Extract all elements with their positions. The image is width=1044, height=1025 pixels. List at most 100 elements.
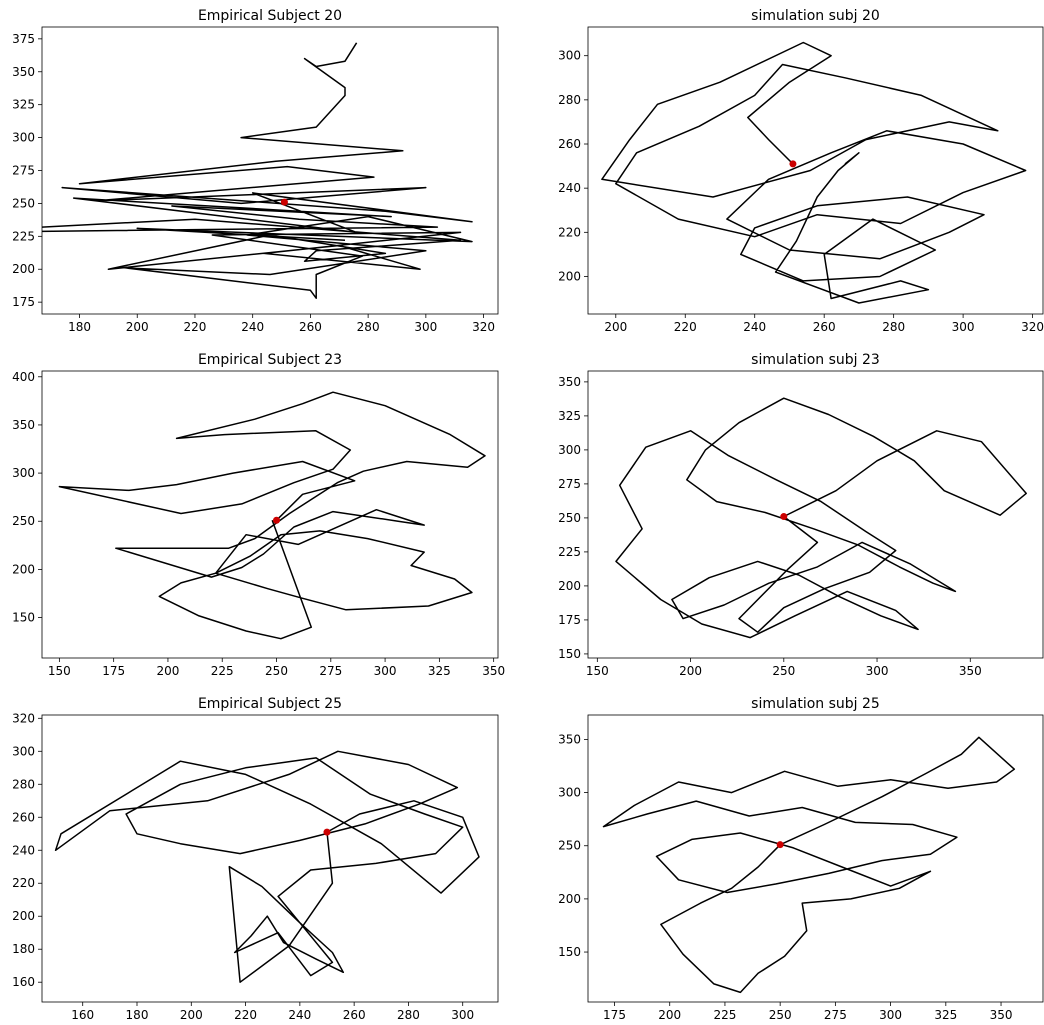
x-tick-label: 350: [959, 664, 982, 678]
x-tick-label: 350: [990, 1008, 1013, 1022]
y-tick-label: 300: [558, 49, 581, 63]
x-tick-label: 200: [604, 320, 627, 334]
x-tick-label: 275: [319, 664, 342, 678]
y-tick-label: 250: [558, 511, 581, 525]
x-tick-label: 180: [68, 320, 91, 334]
y-tick-label: 180: [12, 942, 35, 956]
start-point-marker: [280, 198, 288, 206]
x-tick-label: 300: [866, 664, 889, 678]
axes-frame: [587, 370, 1044, 659]
start-point-marker: [323, 828, 331, 836]
y-tick-label: 200: [558, 579, 581, 593]
x-tick-label: 300: [414, 320, 437, 334]
x-tick-label: 180: [126, 1008, 149, 1022]
x-tick-label: 300: [374, 664, 397, 678]
x-tick-label: 200: [180, 1008, 203, 1022]
y-tick-label: 275: [558, 477, 581, 491]
y-tick-label: 325: [12, 98, 35, 112]
subplot-2: 200 220 240 260 280 300 320 200 220 240 260 280 300 s…: [558, 8, 1044, 334]
axes-frame: [41, 714, 499, 1003]
y-tick-label: 300: [12, 466, 35, 480]
axes-frame: [587, 26, 1044, 315]
y-tick-label: 375: [12, 32, 35, 46]
subplot-title: Empirical Subject 25: [198, 696, 342, 712]
start-point-marker: [776, 841, 784, 849]
x-tick-label: 225: [211, 664, 234, 678]
trajectory-line-1: [615, 397, 1027, 639]
x-tick-label: 300: [451, 1008, 474, 1022]
x-tick-label: 250: [265, 664, 288, 678]
subplot-5: 160 180 200 220 240 260 280 300 160 180 200 220 240 2…: [12, 696, 499, 1022]
y-tick-label: 350: [558, 375, 581, 389]
trajectory-line-1: [58, 391, 486, 640]
y-tick-label: 200: [558, 892, 581, 906]
x-tick-label: 225: [713, 1008, 736, 1022]
y-tick-label: 250: [558, 839, 581, 853]
subplot-title: simulation subj 20: [751, 8, 880, 24]
y-tick-label: 275: [12, 164, 35, 178]
y-tick-label: 200: [12, 562, 35, 576]
trajectory-line-1: [42, 42, 473, 299]
y-tick-label: 260: [12, 810, 35, 824]
y-tick-label: 300: [558, 443, 581, 457]
subplot-title: Empirical Subject 20: [198, 8, 342, 24]
x-tick-label: 240: [288, 1008, 311, 1022]
x-tick-label: 260: [299, 320, 322, 334]
x-tick-label: 325: [934, 1008, 957, 1022]
y-tick-label: 225: [558, 545, 581, 559]
y-tick-label: 300: [558, 786, 581, 800]
x-tick-label: 220: [234, 1008, 257, 1022]
y-tick-label: 250: [12, 514, 35, 528]
x-tick-label: 320: [472, 320, 495, 334]
trajectory-line-1: [602, 736, 1016, 994]
subplot-4: 150 200 250 300 350 150 175 200 225 250 275 300 325 3…: [558, 352, 1044, 678]
y-tick-label: 175: [12, 295, 35, 309]
y-tick-label: 150: [558, 647, 581, 661]
y-tick-label: 260: [558, 137, 581, 151]
x-tick-label: 240: [241, 320, 264, 334]
x-tick-label: 250: [772, 664, 795, 678]
x-tick-label: 320: [1021, 320, 1044, 334]
y-tick-label: 250: [12, 196, 35, 210]
y-tick-label: 220: [12, 876, 35, 890]
x-tick-label: 220: [674, 320, 697, 334]
y-tick-label: 150: [12, 611, 35, 625]
x-tick-label: 220: [184, 320, 207, 334]
y-tick-label: 200: [12, 262, 35, 276]
x-tick-label: 300: [879, 1008, 902, 1022]
x-tick-label: 280: [357, 320, 380, 334]
subplot-3: 150 175 200 225 250 275 300 325 350 150 200 250 300 3…: [12, 352, 505, 678]
x-tick-label: 200: [126, 320, 149, 334]
y-tick-label: 320: [12, 711, 35, 725]
subplot-title: simulation subj 23: [751, 352, 880, 368]
y-tick-label: 220: [558, 225, 581, 239]
x-tick-label: 160: [71, 1008, 94, 1022]
y-tick-label: 300: [12, 744, 35, 758]
y-tick-label: 350: [558, 732, 581, 746]
x-tick-label: 260: [343, 1008, 366, 1022]
x-tick-label: 250: [769, 1008, 792, 1022]
x-tick-label: 350: [482, 664, 505, 678]
axes-frame: [587, 714, 1044, 1003]
trajectory-line-1: [54, 750, 480, 983]
y-tick-label: 200: [12, 909, 35, 923]
y-tick-label: 300: [12, 131, 35, 145]
y-tick-label: 225: [12, 229, 35, 243]
x-tick-label: 200: [658, 1008, 681, 1022]
y-tick-label: 280: [558, 93, 581, 107]
x-tick-label: 175: [603, 1008, 626, 1022]
subplot-title: Empirical Subject 23: [198, 352, 342, 368]
x-tick-label: 200: [679, 664, 702, 678]
start-point-marker: [780, 513, 788, 521]
x-tick-label: 175: [102, 664, 125, 678]
axes-frame: [41, 26, 499, 315]
trajectory-line-1: [601, 41, 1027, 304]
x-tick-label: 240: [743, 320, 766, 334]
y-tick-label: 400: [12, 370, 35, 384]
x-tick-label: 280: [882, 320, 905, 334]
x-tick-label: 280: [397, 1008, 420, 1022]
y-tick-label: 240: [558, 181, 581, 195]
axes-frame: [41, 370, 499, 659]
y-tick-label: 175: [558, 613, 581, 627]
